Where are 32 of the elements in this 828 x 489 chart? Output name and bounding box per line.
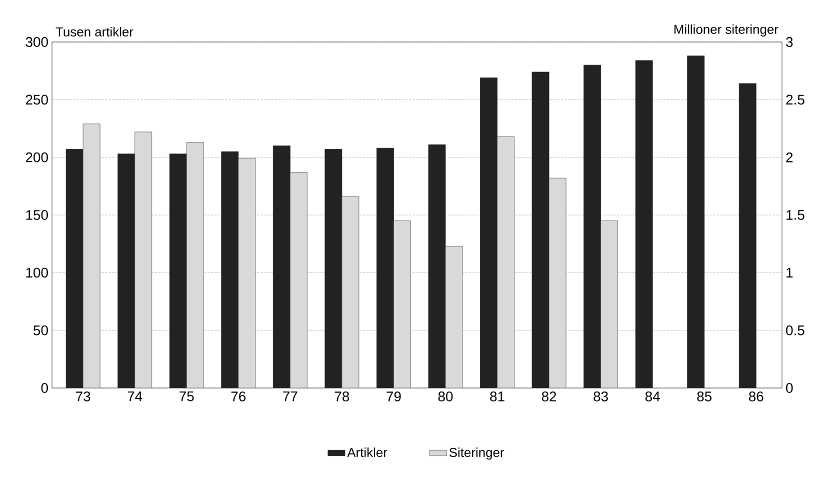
x-tick-label: 86 bbox=[748, 392, 764, 402]
y2-tick-label: 0.5 bbox=[786, 325, 804, 336]
x-tick-label: 79 bbox=[386, 392, 401, 402]
x-tick-label: 84 bbox=[645, 392, 660, 402]
x-tick-label: 75 bbox=[180, 392, 194, 402]
x-tick-label: 83 bbox=[594, 392, 608, 402]
y-tick-label: 150 bbox=[26, 210, 48, 220]
y2-tick-label: 2 bbox=[786, 152, 793, 162]
y2-tick-label: 1 bbox=[786, 268, 793, 278]
y-tick-label: 0 bbox=[41, 383, 48, 393]
y-tick-label: 200 bbox=[26, 152, 48, 162]
x-tick-label: 85 bbox=[697, 392, 712, 402]
x-tick-label: 82 bbox=[542, 392, 556, 402]
y-tick-label: 250 bbox=[26, 94, 48, 105]
y2-tick-label: 0 bbox=[786, 383, 793, 393]
legend-label: Artikler bbox=[347, 448, 388, 458]
x-tick-label: 80 bbox=[438, 392, 453, 402]
y2-tick-label: 3 bbox=[786, 37, 793, 47]
y-tick-label: 100 bbox=[26, 268, 48, 278]
y2-axis-title: Millioner siteringer bbox=[674, 24, 778, 36]
x-tick-label: 74 bbox=[128, 392, 142, 402]
y2-tick-label: 1.5 bbox=[786, 210, 804, 220]
x-tick-label: 77 bbox=[283, 392, 298, 402]
x-tick-label: 81 bbox=[490, 392, 504, 402]
x-tick-label: 73 bbox=[76, 392, 90, 402]
y-tick-label: 50 bbox=[34, 325, 48, 336]
y-tick-label: 300 bbox=[26, 37, 48, 47]
x-tick-label: 78 bbox=[334, 392, 350, 402]
y-axis-title: Tusen artikler bbox=[56, 26, 134, 36]
legend-label: Siteringer bbox=[449, 448, 504, 460]
y2-tick-label: 2.5 bbox=[786, 94, 804, 105]
x-tick-label: 76 bbox=[231, 392, 246, 402]
